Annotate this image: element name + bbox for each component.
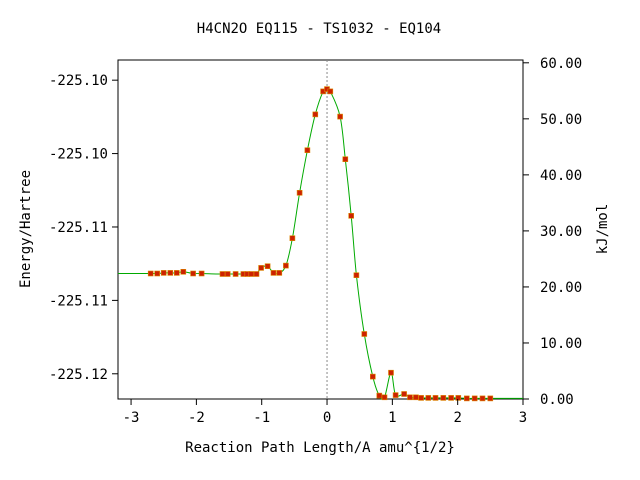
- data-point: [253, 271, 260, 277]
- data-point: [381, 394, 388, 401]
- data-point: [258, 265, 264, 271]
- y-axis-left: -225.12 -225.11 -225.11 -225.10 -225.10: [49, 73, 118, 383]
- y2-axis-label: kJ/mol: [595, 204, 611, 255]
- data-point: [312, 111, 319, 118]
- data-point: [388, 369, 394, 376]
- data-point: [407, 394, 413, 401]
- data-point: [289, 235, 296, 241]
- data-point: [180, 268, 187, 275]
- data-point: [376, 392, 383, 399]
- data-point: [463, 395, 470, 402]
- y2-tick-label: 40.00: [540, 168, 582, 184]
- data-point: [147, 270, 154, 277]
- data-point: [440, 395, 447, 401]
- data-point: [413, 394, 419, 401]
- data-point: [455, 395, 462, 401]
- x-tick-label: 0: [323, 410, 331, 426]
- chart-title: H4CN2O EQ115 - TS1032 - EQ104: [197, 21, 441, 37]
- y2-tick-label: 50.00: [540, 112, 582, 128]
- data-points-layer: [147, 86, 494, 402]
- data-point: [283, 262, 289, 269]
- data-point: [392, 392, 399, 398]
- data-point: [348, 213, 355, 219]
- y-axis-right: 0.00 10.00 20.00 30.00 40.00 50.00 60.00: [523, 56, 582, 408]
- x-tick-label: -2: [188, 410, 205, 426]
- data-point: [361, 331, 368, 337]
- data-point: [154, 270, 160, 277]
- x-tick-label: 1: [388, 410, 396, 426]
- y-tick-label: -225.10: [49, 73, 108, 89]
- data-point: [418, 395, 424, 401]
- data-point: [174, 270, 180, 276]
- x-tick-label: 2: [453, 410, 461, 426]
- data-point: [160, 270, 167, 276]
- data-point: [190, 270, 196, 277]
- data-point: [487, 395, 494, 402]
- y-axis-label: Energy/Hartree: [18, 170, 34, 288]
- data-point: [270, 270, 277, 276]
- data-point: [264, 263, 271, 270]
- y2-tick-label: 20.00: [540, 280, 582, 296]
- y-tick-label: -225.11: [49, 220, 108, 236]
- data-point: [448, 395, 454, 401]
- data-point: [425, 395, 432, 401]
- data-point: [304, 147, 311, 153]
- data-point: [353, 272, 360, 279]
- x-axis-label: Reaction Path Length/A amu^{1/2}: [185, 440, 455, 456]
- y2-tick-label: 10.00: [540, 336, 582, 352]
- data-point: [337, 113, 343, 120]
- y-tick-label: -225.12: [49, 367, 108, 383]
- data-point: [401, 391, 407, 397]
- data-point: [432, 395, 439, 401]
- data-point: [369, 373, 376, 380]
- y2-tick-label: 60.00: [540, 56, 582, 72]
- data-point: [296, 190, 303, 196]
- y2-tick-label: 30.00: [540, 224, 582, 240]
- energy-curve: [118, 88, 523, 400]
- data-point: [167, 270, 174, 276]
- x-tick-label: -3: [123, 410, 140, 426]
- data-point: [276, 270, 283, 276]
- data-point: [198, 270, 205, 277]
- energy-curve-layer: [118, 88, 523, 400]
- data-point: [232, 271, 239, 277]
- data-point: [479, 395, 486, 402]
- data-point: [248, 271, 255, 277]
- x-tick-label: -1: [253, 410, 270, 426]
- y-tick-label: -225.11: [49, 293, 108, 309]
- x-tick-label: 3: [519, 410, 527, 426]
- data-point: [224, 271, 231, 277]
- data-point: [327, 88, 334, 95]
- y-tick-label: -225.10: [49, 147, 108, 163]
- data-point: [471, 395, 478, 402]
- data-point: [342, 156, 349, 162]
- x-axis: -3 -2 -1 0 1 2 3: [123, 399, 527, 426]
- plot-area: [117, 59, 524, 400]
- data-point: [219, 271, 226, 277]
- y2-tick-label: 0.00: [540, 392, 574, 408]
